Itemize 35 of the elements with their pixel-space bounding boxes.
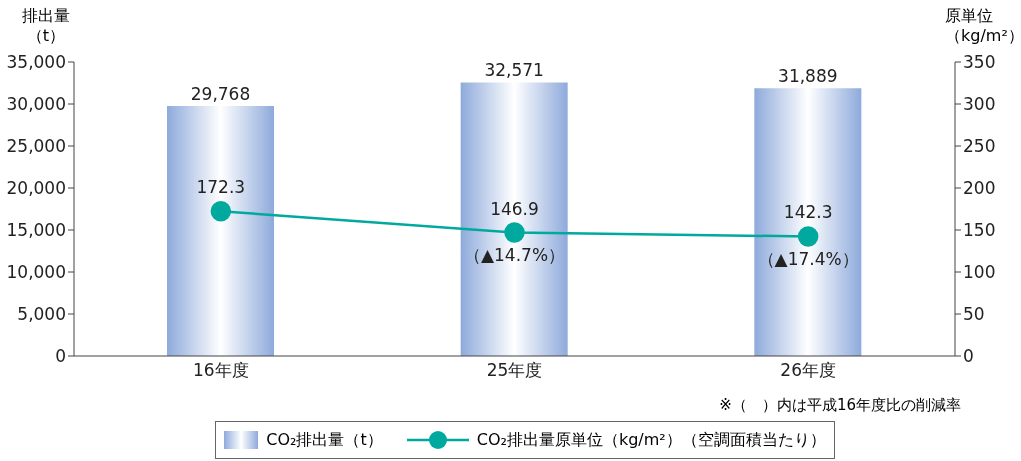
x-tick-label: 25年度 (486, 360, 543, 381)
y-tick-label: 15,000 (6, 220, 66, 241)
y-tick-label: 5,000 (17, 304, 66, 325)
text: ※（ ）内は平成16年度比の削減率 (719, 396, 961, 415)
data-label: 32,571 (484, 60, 544, 81)
data-label: 31,889 (778, 66, 838, 87)
annotation: （▲14.7%） (463, 244, 566, 265)
y-tick-label: 35,000 (6, 52, 66, 73)
y-tick-label: 0 (55, 346, 66, 367)
data-label: 29,768 (190, 83, 251, 104)
y-axis-title: 排出量（t） (21, 6, 71, 46)
x-tick-label: 16年度 (193, 360, 249, 381)
y2-tick-label: 150 (963, 220, 996, 241)
annotation: （▲17.4%） (757, 248, 859, 269)
point (504, 222, 525, 243)
y2-tick-label: 250 (963, 136, 996, 157)
legend-label: CO₂排出量（t） (266, 429, 383, 451)
x-tick-label: 26年度 (780, 360, 836, 381)
y2-tick-label: 300 (963, 94, 996, 115)
legend-label: CO₂排出量原単位（kg/m²）（空調面積当たり） (476, 429, 826, 451)
data-label: 146.9 (490, 198, 539, 219)
point (210, 201, 232, 222)
point (797, 226, 819, 247)
y2-tick-label: 350 (963, 52, 996, 73)
y-tick-label: 10,000 (6, 262, 66, 283)
y2-axis-title: 原単位（kg/m²） (945, 6, 1021, 46)
y2-tick-label: 100 (963, 262, 996, 283)
data-label: 172.3 (196, 177, 246, 198)
y-tick-label: 30,000 (6, 94, 66, 115)
y2-tick-label: 0 (963, 346, 974, 367)
y-tick-label: 20,000 (6, 178, 66, 199)
y-tick-label: 25,000 (6, 136, 66, 157)
y2-tick-label: 200 (963, 178, 996, 199)
y2-tick-label: 50 (963, 304, 985, 325)
data-label: 142.3 (783, 202, 833, 223)
